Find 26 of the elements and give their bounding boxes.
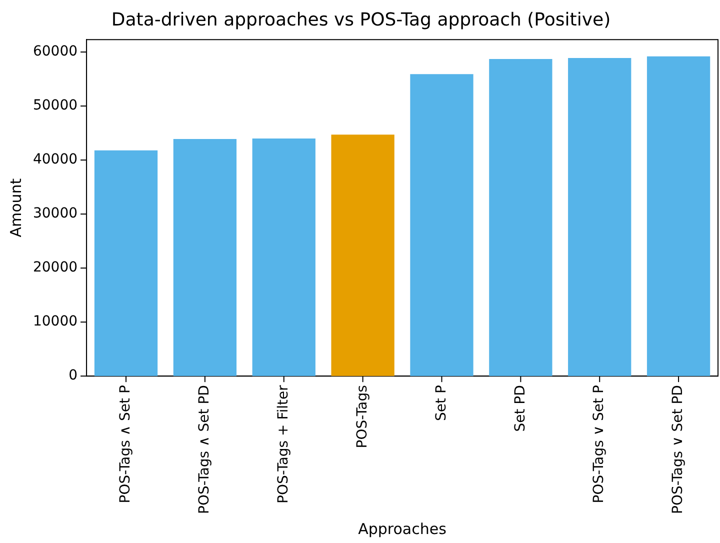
y-tick-label: 0 xyxy=(68,368,78,384)
y-tick-label: 50000 xyxy=(32,98,78,114)
x-tick-label: POS-Tags ∧ Set P xyxy=(118,385,134,504)
y-tick-label: 60000 xyxy=(32,44,78,60)
bar xyxy=(94,150,158,376)
x-tick-label: POS-Tags ∨ Set P xyxy=(591,385,608,504)
x-tick-label: POS-Tags ∧ Set PD xyxy=(196,385,213,514)
y-tick-label: 20000 xyxy=(32,260,78,276)
x-tick-label: POS-Tags ∨ Set PD xyxy=(670,385,686,514)
y-tick-label: 30000 xyxy=(32,206,78,222)
bar xyxy=(410,74,474,376)
bar xyxy=(489,59,552,376)
y-tick-label: 40000 xyxy=(32,152,78,168)
bar xyxy=(252,138,316,376)
x-axis-title: Approaches xyxy=(358,520,447,538)
chart-title: Data-driven approaches vs POS-Tag approach (Positive) xyxy=(111,9,611,30)
x-tick-label: POS-Tags xyxy=(354,385,370,448)
x-tick-label: Set PD xyxy=(512,385,528,432)
y-axis-title: Amount xyxy=(6,178,25,238)
bar xyxy=(646,56,710,376)
x-tick-label: POS-Tags + Filter xyxy=(276,384,292,504)
y-tick-label: 10000 xyxy=(32,314,78,330)
bar xyxy=(173,138,237,376)
bar xyxy=(568,58,632,376)
x-tick-label: Set P xyxy=(433,385,450,421)
bar xyxy=(331,134,394,376)
